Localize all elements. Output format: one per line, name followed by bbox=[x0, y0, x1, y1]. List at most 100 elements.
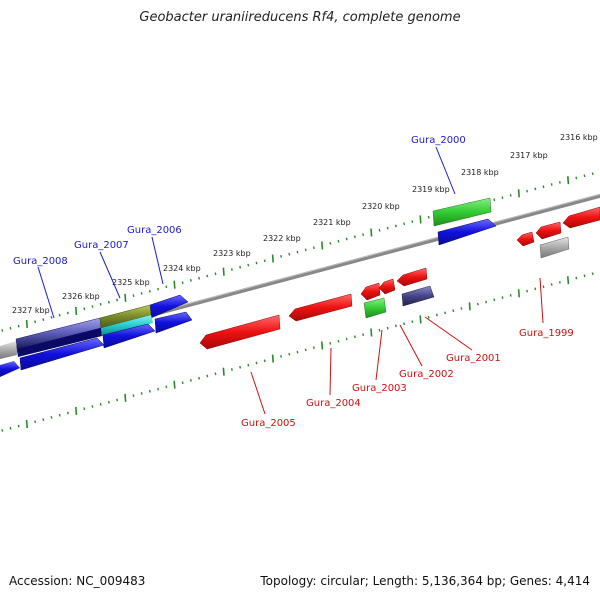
gene-gura-2003-red-b[interactable] bbox=[378, 278, 396, 295]
gene-gura-1999-red-b[interactable] bbox=[535, 221, 562, 240]
bottom-tick bbox=[66, 411, 69, 415]
gene-gura-2002[interactable] bbox=[401, 285, 435, 307]
bottom-tick bbox=[91, 405, 94, 408]
bottom-tick bbox=[452, 309, 455, 313]
top-tick bbox=[411, 220, 414, 223]
top-tick bbox=[304, 248, 307, 252]
top-tick bbox=[353, 235, 356, 239]
gene-gura-2001[interactable] bbox=[396, 267, 428, 287]
top-tick bbox=[157, 287, 160, 291]
top-tick bbox=[66, 311, 69, 315]
bottom-tick bbox=[198, 376, 201, 380]
top-tick bbox=[403, 222, 406, 226]
bottom-tick bbox=[214, 372, 217, 376]
bottom-tick bbox=[460, 307, 463, 310]
gene-gura-2000-green[interactable] bbox=[432, 197, 492, 227]
gene-cyan-strip[interactable] bbox=[101, 315, 153, 336]
top-tick bbox=[509, 194, 512, 197]
gene-label-gura-2002[interactable]: Gura_2002 bbox=[399, 369, 454, 380]
gene-gura-2006-bottom[interactable] bbox=[154, 311, 193, 334]
bottom-tick bbox=[591, 272, 594, 276]
gene-label-gura-2006[interactable]: Gura_2006 bbox=[127, 225, 182, 236]
top-tick bbox=[362, 233, 365, 236]
bottom-tick bbox=[493, 298, 496, 302]
bottom-tick bbox=[124, 393, 127, 402]
gene-gura-2005[interactable] bbox=[199, 314, 281, 350]
bottom-tick bbox=[222, 367, 225, 376]
top-tick bbox=[206, 274, 209, 278]
top-tick bbox=[583, 174, 586, 178]
top-tick bbox=[337, 239, 340, 243]
gene-gura-2003-green[interactable] bbox=[363, 297, 387, 319]
top-tick bbox=[214, 272, 217, 276]
bottom-tick bbox=[321, 341, 324, 350]
top-tick bbox=[427, 215, 430, 219]
reverse-leaders bbox=[250, 277, 544, 415]
top-tick bbox=[50, 316, 53, 319]
gene-navy-strip[interactable] bbox=[17, 328, 102, 357]
bottom-tick bbox=[1, 429, 4, 432]
gene-blue-2007-lower[interactable] bbox=[102, 323, 156, 349]
bottom-tick bbox=[542, 285, 545, 289]
bottom-tick bbox=[271, 354, 274, 363]
bottom-tick bbox=[165, 385, 168, 389]
bottom-tick bbox=[337, 339, 340, 343]
bottom-tick bbox=[173, 380, 176, 389]
bottom-tick bbox=[263, 359, 266, 363]
bottom-tick bbox=[140, 392, 143, 395]
bottom-tick bbox=[435, 313, 438, 317]
bottom-tick bbox=[107, 400, 110, 404]
gene-label-gura-1999[interactable]: Gura_1999 bbox=[519, 328, 574, 339]
gene-label-gura-2001[interactable]: Gura_2001 bbox=[446, 353, 501, 364]
bottom-tick bbox=[239, 365, 242, 369]
top-tick bbox=[558, 181, 561, 184]
scale-label-2316: 2316 kbp bbox=[560, 133, 598, 142]
top-tick bbox=[329, 242, 332, 245]
top-tick bbox=[591, 172, 594, 176]
gene-label-gura-2004[interactable]: Gura_2004 bbox=[306, 398, 361, 409]
top-tick bbox=[9, 326, 12, 330]
bottom-tick bbox=[132, 394, 135, 397]
gene-label-gura-2005[interactable]: Gura_2005 bbox=[241, 418, 296, 429]
top-tick bbox=[34, 320, 37, 324]
bottom-tick bbox=[485, 300, 488, 304]
scale-label-2325: 2325 kbp bbox=[112, 278, 150, 287]
bottom-tick bbox=[476, 302, 479, 306]
gene-label-gura-2008[interactable]: Gura_2008 bbox=[13, 256, 68, 267]
top-tick bbox=[230, 268, 233, 271]
gene-label-gura-2000[interactable]: Gura_2000 bbox=[411, 135, 466, 146]
bottom-tick bbox=[517, 289, 520, 298]
gene-gura-2004[interactable] bbox=[288, 293, 353, 322]
forward-leaders bbox=[37, 146, 456, 319]
gene-gura-1999-red-a[interactable] bbox=[516, 231, 535, 247]
bottom-tick bbox=[567, 276, 570, 285]
scale-label-2319: 2319 kbp bbox=[412, 185, 450, 194]
gene-left-blue-edge[interactable] bbox=[0, 361, 20, 377]
gene-gura-2003-red[interactable] bbox=[360, 282, 381, 301]
gene-gura-1999-gray[interactable] bbox=[539, 236, 570, 259]
bottom-tick bbox=[50, 416, 53, 419]
top-tick bbox=[575, 176, 578, 180]
scale-label-2322: 2322 kbp bbox=[263, 234, 301, 243]
gene-label-gura-2007[interactable]: Gura_2007 bbox=[74, 240, 129, 251]
bottom-tick bbox=[345, 337, 348, 341]
bottom-tick bbox=[386, 326, 389, 330]
gene-labels-forward: Gura_2000 Gura_2006 Gura_2007 Gura_2008 bbox=[13, 135, 466, 267]
bottom-tick bbox=[189, 379, 192, 382]
gene-gura-1999-red-c[interactable] bbox=[562, 206, 600, 229]
bottom-tick bbox=[411, 320, 414, 323]
top-tick bbox=[75, 306, 78, 315]
scale-label-2321: 2321 kbp bbox=[313, 218, 351, 227]
gene-label-gura-2003[interactable]: Gura_2003 bbox=[352, 383, 407, 394]
top-tick bbox=[25, 319, 28, 328]
bottom-tick bbox=[99, 402, 102, 406]
scale-ticks-bottom bbox=[1, 272, 594, 432]
top-tick bbox=[247, 263, 250, 267]
bottom-tick bbox=[42, 418, 45, 421]
gene-left-gray-edge[interactable] bbox=[0, 341, 17, 359]
top-tick bbox=[386, 226, 389, 230]
top-tick bbox=[58, 313, 61, 317]
bottom-tick bbox=[9, 426, 12, 430]
reverse-genes bbox=[199, 206, 600, 350]
gene-gura-2000-blue[interactable] bbox=[437, 218, 497, 246]
